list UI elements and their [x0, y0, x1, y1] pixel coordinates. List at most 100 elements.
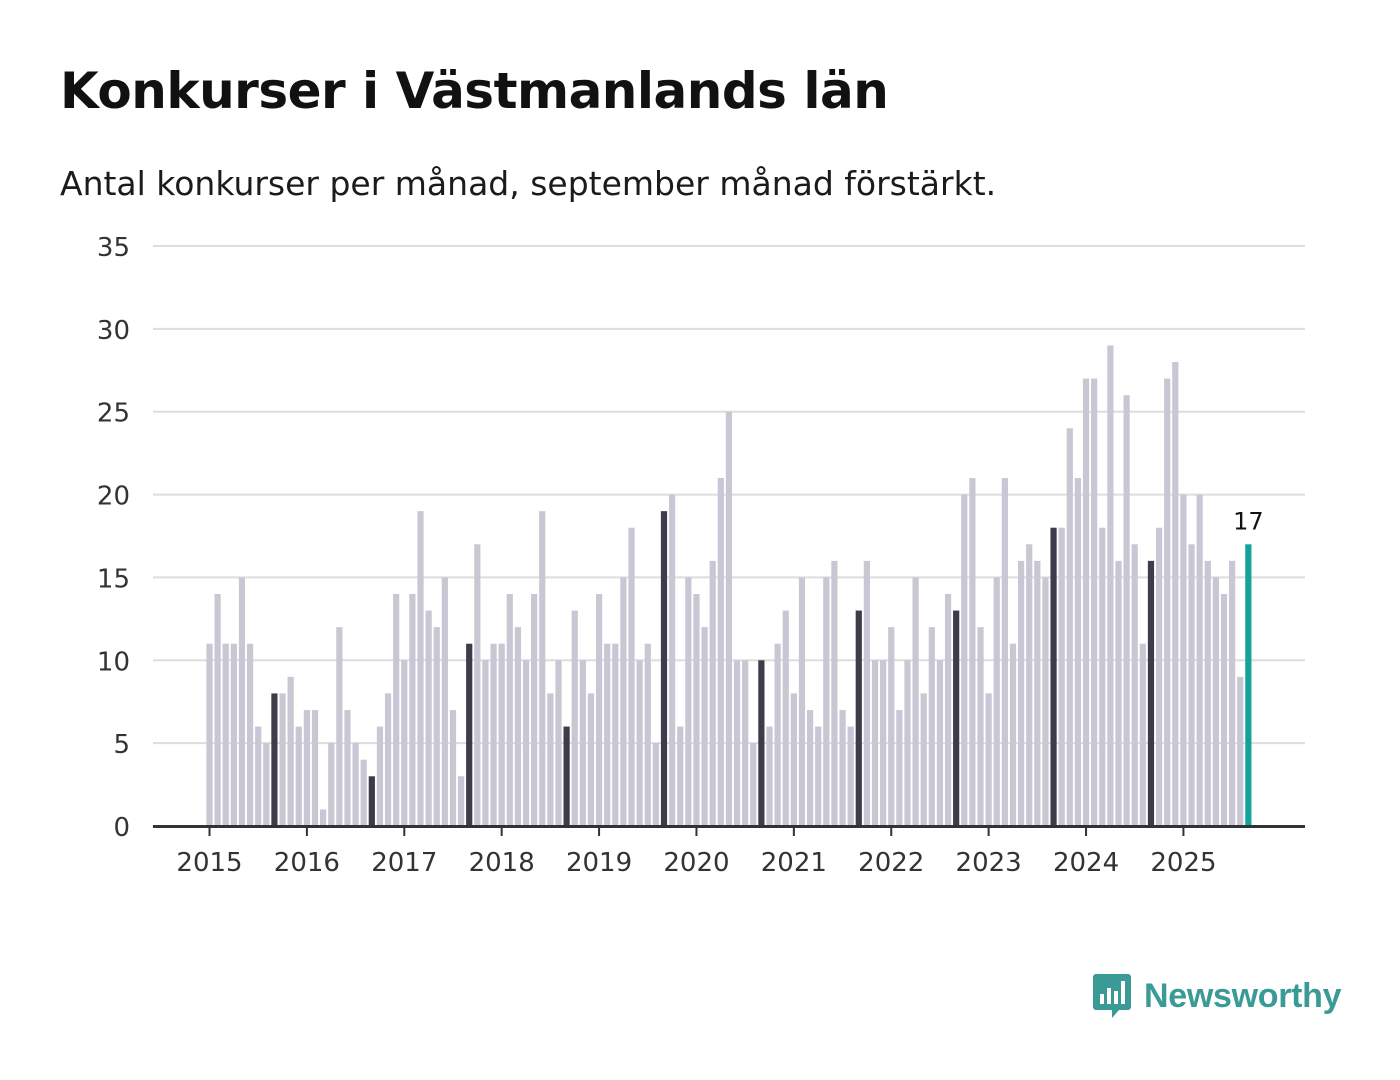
bar [1204, 560, 1211, 826]
bar [303, 710, 310, 826]
bar [774, 643, 781, 826]
bar [1082, 378, 1090, 826]
bar [628, 527, 635, 826]
bar [1001, 478, 1008, 826]
bar [1009, 643, 1017, 826]
bar [539, 511, 546, 826]
bar [847, 726, 854, 826]
bar [579, 660, 586, 826]
bar [750, 743, 757, 826]
bar-september [758, 660, 765, 826]
x-tick-label: 2023 [956, 848, 1022, 878]
y-axis-ticks: 0 5 10 15 20 25 30 35 [97, 233, 130, 843]
bar [1212, 577, 1219, 826]
bar [352, 743, 359, 826]
bar [555, 660, 562, 826]
bar [595, 594, 603, 826]
bar [230, 643, 237, 826]
bar [1018, 560, 1025, 826]
bar [1058, 527, 1065, 826]
bar [733, 660, 741, 826]
bar [1180, 494, 1187, 826]
bar [1107, 345, 1114, 826]
bar [961, 494, 968, 826]
bar [693, 594, 700, 826]
bar [888, 627, 895, 826]
x-tick-label: 2016 [274, 848, 340, 878]
bar [936, 660, 944, 826]
bar [1074, 478, 1082, 826]
bar [238, 577, 246, 826]
bar-september [271, 693, 278, 826]
bar [1164, 378, 1171, 826]
bar [636, 660, 643, 826]
bar [790, 693, 797, 826]
bar [417, 511, 424, 826]
bar [1066, 428, 1073, 826]
bar [287, 676, 294, 826]
bar [482, 660, 489, 826]
bar [433, 627, 440, 826]
bar [1099, 527, 1106, 826]
bar [214, 594, 221, 826]
bar [328, 743, 335, 826]
latest-value-label: 17 [1233, 507, 1264, 535]
bar [255, 726, 262, 826]
bar [206, 643, 213, 826]
bar [725, 411, 733, 826]
bar [506, 594, 513, 826]
bar [717, 478, 724, 826]
bar [425, 610, 432, 826]
bar [969, 478, 976, 826]
bar-september [1147, 560, 1155, 826]
bar [1042, 577, 1049, 826]
bar [1123, 395, 1130, 826]
bar [441, 577, 448, 826]
bar [620, 577, 627, 826]
bar [871, 660, 879, 826]
bar [604, 643, 611, 826]
bar [393, 594, 400, 826]
bar [531, 594, 538, 826]
bar [928, 627, 935, 826]
bar [944, 594, 952, 826]
bar [1034, 560, 1041, 826]
bar [320, 809, 327, 826]
bar [1188, 544, 1195, 826]
bar [409, 594, 416, 826]
bar [920, 693, 927, 826]
bar [652, 743, 659, 826]
bar [993, 577, 1000, 826]
bar [1139, 643, 1146, 826]
bar [547, 693, 554, 826]
bar [376, 726, 384, 826]
bar [904, 660, 911, 826]
x-tick-label: 2021 [761, 848, 827, 878]
brand-name: Newsworthy [1144, 976, 1342, 1015]
x-tick-label: 2018 [469, 848, 535, 878]
bar [279, 693, 286, 826]
bar [1115, 560, 1122, 826]
bar-september [563, 726, 570, 826]
bar [669, 494, 676, 826]
chart-subtitle: Antal konkurser per månad, september mån… [60, 164, 997, 203]
y-tick-label: 5 [113, 730, 130, 760]
bar [880, 660, 887, 826]
data-labels: 17 [1233, 507, 1264, 535]
y-tick-label: 25 [97, 399, 130, 429]
bar [1237, 676, 1244, 826]
bar [798, 577, 806, 826]
bar [1026, 544, 1033, 826]
x-tick-label: 2019 [566, 848, 632, 878]
bar [401, 660, 408, 826]
bar [246, 643, 254, 826]
bar-latest [1245, 544, 1252, 826]
y-tick-label: 35 [97, 233, 130, 263]
bar [449, 710, 457, 826]
bar [839, 710, 846, 826]
brand: Newsworthy [1092, 972, 1342, 1020]
y-tick-label: 30 [97, 316, 130, 346]
bar [514, 627, 522, 826]
bar [782, 610, 789, 826]
bar [1196, 494, 1203, 826]
